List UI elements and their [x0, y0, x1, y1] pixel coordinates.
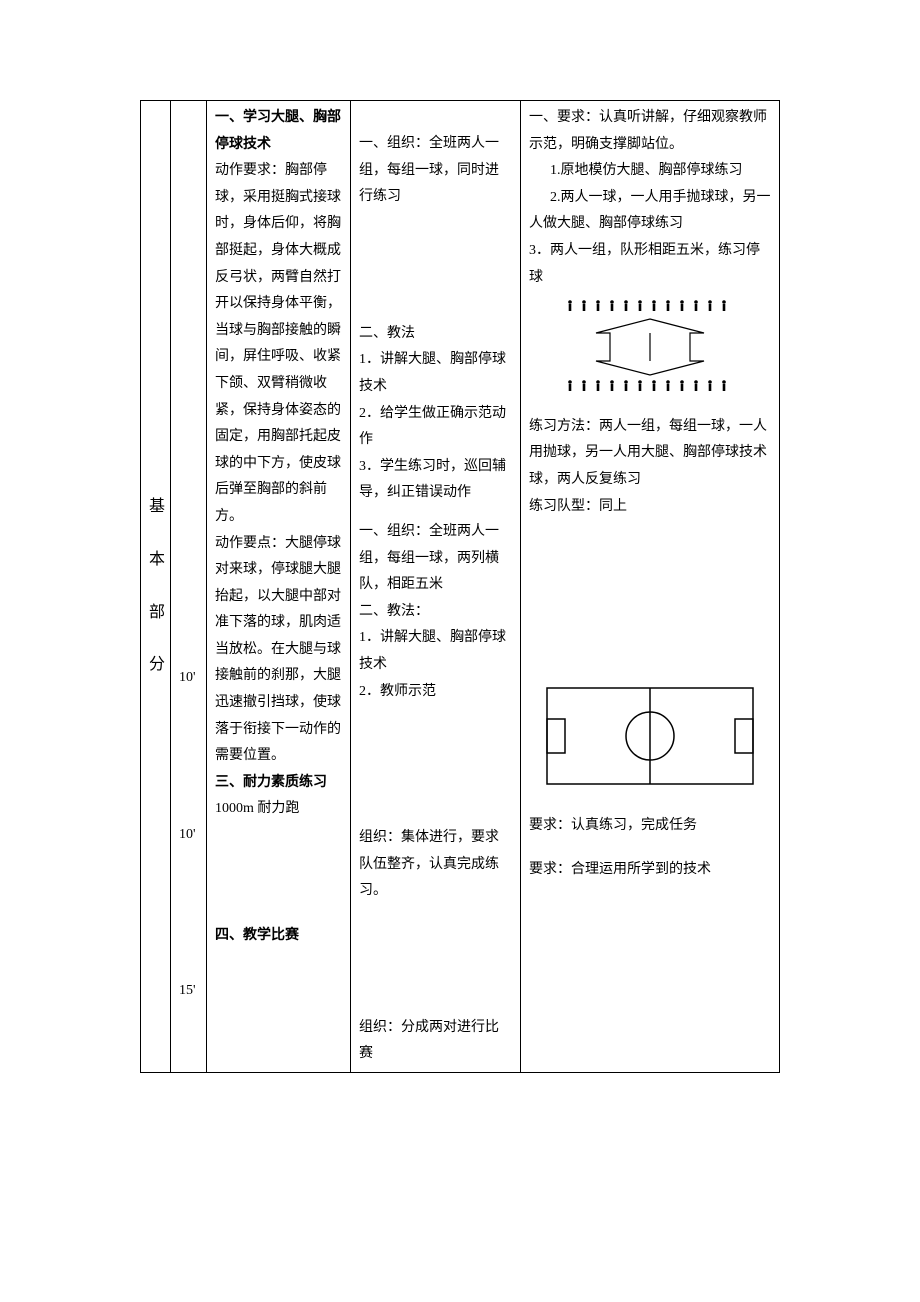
org-3: 一、组织：全班两人一组，每组一球，两列横队，相距五米: [359, 519, 512, 599]
content-heading-4: 四、教学比赛: [215, 923, 342, 950]
content-heading-1: 一、学习大腿、胸部停球技术: [215, 105, 342, 158]
req-1-3: 3．两人一组，队形相距五米，练习停球: [529, 238, 771, 291]
organization-cell: 一、组织：全班两人一组，每组一球，同时进行练习 二、教法 1．讲解大腿、胸部停球…: [351, 101, 521, 1073]
time-cell: 10' 10' 15': [171, 101, 207, 1073]
org-4-2: 2．教师示范: [359, 679, 512, 706]
req-1-1: 1.原地模仿大腿、胸部停球练习: [529, 158, 771, 185]
time-2: 10': [179, 822, 198, 849]
time-1: 10': [179, 665, 198, 692]
lesson-plan-table: 基 本 部 分 10' 10' 15' 一、学习大腿、胸部停球技术 动作要求：胸…: [140, 100, 780, 1073]
section-char-2: 本: [149, 534, 162, 587]
req-3: 练习队型：同上: [529, 494, 771, 521]
org-4: 二、教法：: [359, 599, 512, 626]
org-2-3: 3．学生练习时，巡回辅导，纠正错误动作: [359, 454, 512, 507]
formation-diagram: [529, 297, 771, 408]
req-4: 要求：认真练习，完成任务: [529, 813, 771, 840]
org-4-1: 1．讲解大腿、胸部停球技术: [359, 625, 512, 678]
content-p2: 动作要点：大腿停球对来球，停球腿大腿抬起，以大腿中部对准下落的球，肌肉适当放松。…: [215, 531, 342, 770]
req-1-2: 2.两人一球，一人用手抛球球，另一人做大腿、胸部停球练习: [529, 185, 771, 238]
section-char-4: 分: [149, 639, 162, 692]
content-heading-3: 三、耐力素质练习: [215, 770, 342, 797]
org-5: 组织：集体进行，要求队伍整齐，认真完成练习。: [359, 825, 512, 905]
field-diagram: [529, 686, 771, 797]
org-1: 一、组织：全班两人一组，每组一球，同时进行练习: [359, 131, 512, 211]
section-char-3: 部: [149, 587, 162, 640]
org-2-2: 2．给学生做正确示范动作: [359, 401, 512, 454]
field-svg: [545, 686, 755, 786]
content-cell: 一、学习大腿、胸部停球技术 动作要求：胸部停球，采用挺胸式接球时，身体后仰，将胸…: [207, 101, 351, 1073]
requirement-cell: 一、要求：认真听讲解，仔细观察教师示范，明确支撑脚站位。 1.原地模仿大腿、胸部…: [521, 101, 780, 1073]
req-1: 一、要求：认真听讲解，仔细观察教师示范，明确支撑脚站位。: [529, 105, 771, 158]
req-5: 要求：合理运用所学到的技术: [529, 857, 771, 884]
section-cell: 基 本 部 分: [141, 101, 171, 1073]
content-p3: 1000m 耐力跑: [215, 796, 342, 823]
org-6: 组织：分成两对进行比赛: [359, 1015, 512, 1068]
org-2-1: 1．讲解大腿、胸部停球技术: [359, 347, 512, 400]
formation-svg: [550, 297, 750, 397]
req-2: 练习方法：两人一组，每组一球，一人用抛球，另一人用大腿、胸部停球技术球，两人反复…: [529, 414, 771, 494]
org-2: 二、教法: [359, 321, 512, 348]
time-3: 15': [179, 978, 198, 1005]
section-char-1: 基: [149, 481, 162, 534]
content-p1: 动作要求：胸部停球，采用挺胸式接球时，身体后仰，将胸部挺起，身体大概成反弓状，两…: [215, 158, 342, 530]
